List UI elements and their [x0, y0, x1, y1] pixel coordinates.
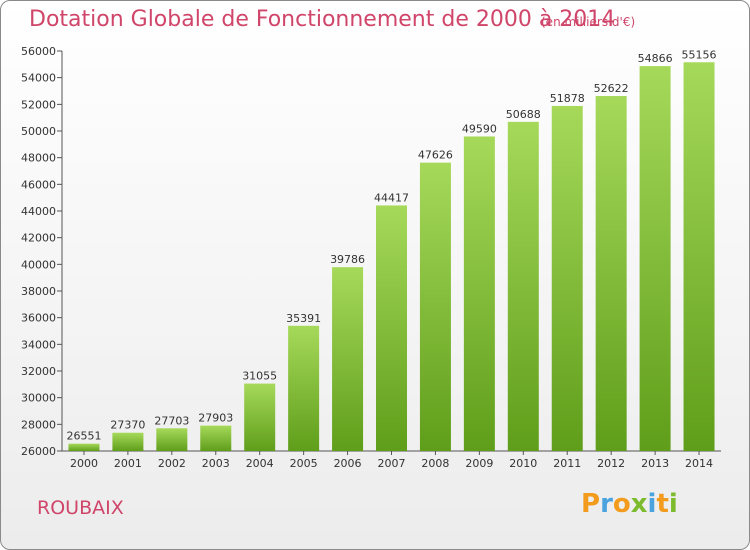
data-label: 39786: [330, 253, 365, 266]
y-tick-label: 42000: [21, 232, 56, 245]
y-tick-label: 26000: [21, 445, 56, 458]
commune-name: ROUBAIX: [37, 497, 124, 519]
y-tick-label: 30000: [21, 392, 56, 405]
y-tick-label: 56000: [21, 45, 56, 58]
x-tick-label: 2012: [597, 457, 625, 470]
bar: [68, 443, 100, 451]
x-tick-label: 2000: [70, 457, 98, 470]
x-tick-label: 2009: [465, 457, 493, 470]
logo-letter: x: [630, 489, 648, 519]
x-tick-label: 2001: [114, 457, 142, 470]
logo-letter: i: [647, 489, 657, 519]
bar: [507, 121, 539, 452]
chart-title: Dotation Globale de Fonctionnement de 20…: [29, 7, 616, 32]
logo-letter: r: [600, 489, 613, 519]
y-tick-label: 32000: [21, 365, 56, 378]
x-tick-label: 2006: [334, 457, 362, 470]
x-tick-label: 2014: [685, 457, 713, 470]
x-tick-label: 2010: [509, 457, 537, 470]
data-label: 50688: [506, 108, 541, 121]
data-label: 44417: [374, 191, 409, 204]
bar: [200, 425, 232, 451]
x-tick-label: 2005: [290, 457, 318, 470]
logo-letter: t: [656, 489, 669, 519]
x-tick-label: 2013: [641, 457, 669, 470]
y-tick-label: 38000: [21, 285, 56, 298]
x-tick-label: 2003: [202, 457, 230, 470]
logo-letter: P: [581, 489, 601, 519]
data-label: 47626: [418, 149, 453, 162]
bar: [112, 432, 144, 451]
logo-letter: i: [668, 489, 678, 519]
y-tick-label: 28000: [21, 418, 56, 431]
data-label: 26551: [66, 430, 101, 443]
bar: [376, 205, 407, 451]
y-tick-label: 46000: [21, 178, 56, 191]
bar: [419, 162, 451, 452]
data-label: 49590: [462, 122, 497, 135]
y-tick-label: 40000: [21, 258, 56, 271]
bar: [639, 66, 671, 452]
y-tick-label: 54000: [21, 72, 56, 85]
bar: [156, 428, 188, 451]
data-label: 51878: [550, 92, 585, 105]
data-label: 27703: [154, 414, 189, 427]
y-tick-label: 36000: [21, 312, 56, 325]
x-tick-label: 2008: [421, 457, 449, 470]
y-tick-label: 48000: [21, 152, 56, 165]
data-label: 27903: [198, 412, 233, 425]
chart-subtitle: (en milliers d'€): [541, 15, 636, 29]
data-label: 52622: [594, 82, 629, 95]
bar: [332, 267, 364, 451]
x-tick-label: 2004: [246, 457, 274, 470]
x-tick-label: 2002: [158, 457, 186, 470]
x-tick-label: 2011: [553, 457, 581, 470]
bar: [244, 383, 276, 451]
bar: [551, 105, 583, 452]
bar: [463, 136, 495, 451]
bar: [288, 325, 320, 451]
bar: [683, 62, 715, 452]
y-tick-label: 52000: [21, 98, 56, 111]
y-tick-label: 50000: [21, 125, 56, 138]
data-label: 55156: [682, 48, 717, 61]
proxiti-logo: Proxiti: [581, 489, 678, 519]
bar: [595, 96, 627, 451]
logo-letter: o: [612, 489, 631, 519]
y-tick-label: 34000: [21, 338, 56, 351]
data-label: 31055: [242, 370, 277, 383]
data-label: 35391: [286, 312, 321, 325]
x-tick-label: 2007: [378, 457, 406, 470]
data-label: 27370: [110, 419, 145, 432]
y-tick-label: 44000: [21, 205, 56, 218]
data-label: 54866: [638, 52, 673, 65]
